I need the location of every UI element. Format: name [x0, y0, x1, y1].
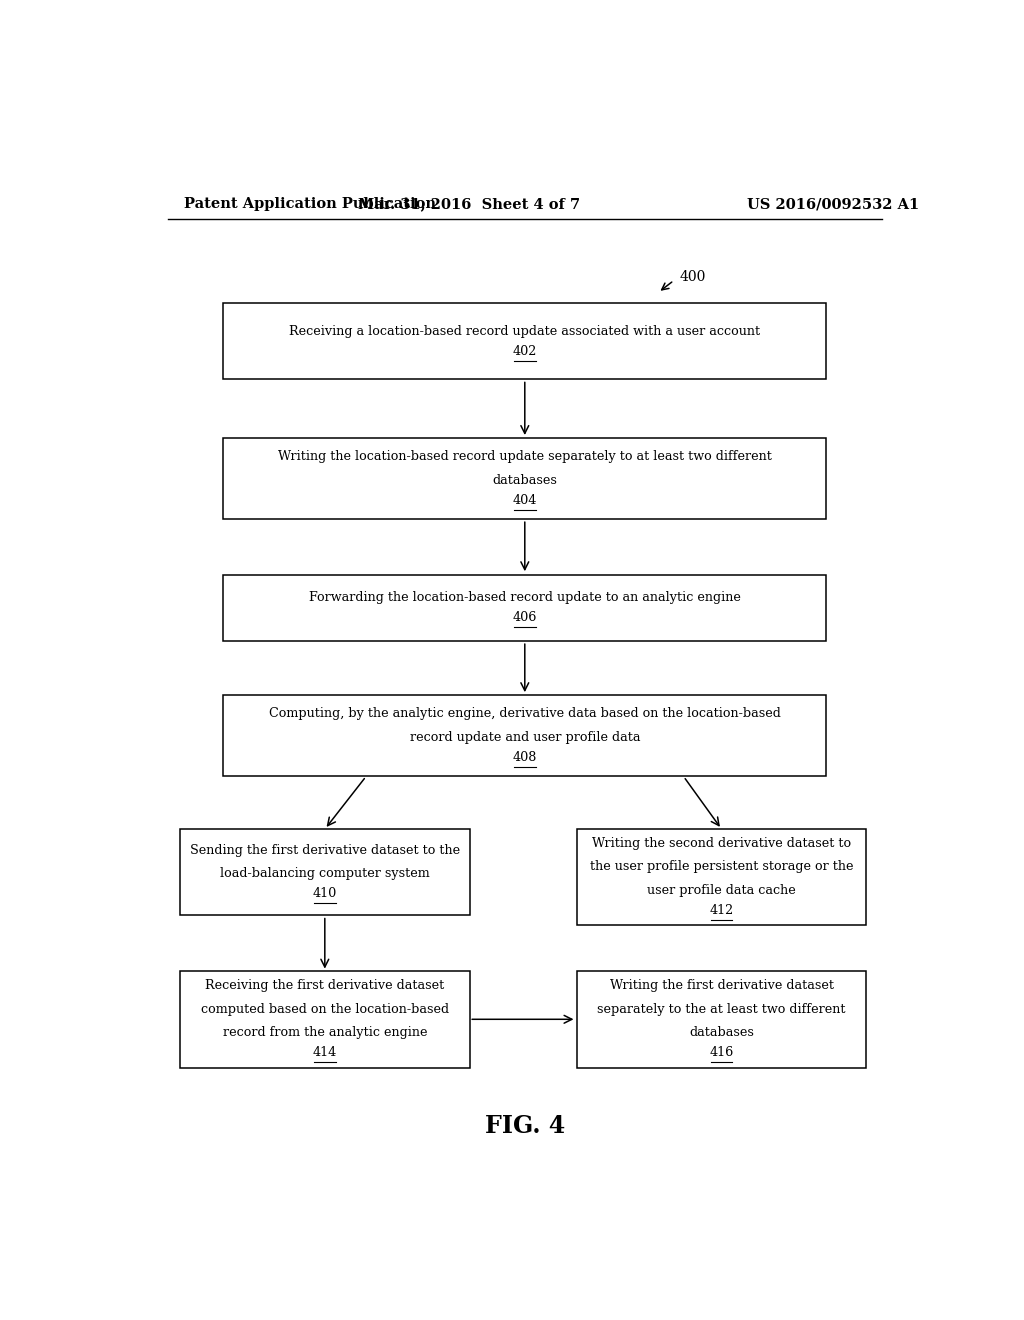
Text: 406: 406: [513, 611, 537, 624]
Text: Receiving a location-based record update associated with a user account: Receiving a location-based record update…: [289, 325, 761, 338]
Text: Writing the location-based record update separately to at least two different: Writing the location-based record update…: [278, 450, 772, 463]
Text: computed based on the location-based: computed based on the location-based: [201, 1003, 449, 1015]
Text: Receiving the first derivative dataset: Receiving the first derivative dataset: [205, 979, 444, 993]
Text: 414: 414: [312, 1047, 337, 1060]
Text: user profile data cache: user profile data cache: [647, 883, 796, 896]
Text: load-balancing computer system: load-balancing computer system: [220, 867, 430, 880]
Text: record from the analytic engine: record from the analytic engine: [222, 1026, 427, 1039]
Text: Writing the second derivative dataset to: Writing the second derivative dataset to: [592, 837, 851, 850]
Text: 412: 412: [710, 904, 734, 917]
Text: databases: databases: [689, 1026, 754, 1039]
Text: Patent Application Publication: Patent Application Publication: [183, 197, 435, 211]
Bar: [223, 304, 826, 379]
Text: separately to the at least two different: separately to the at least two different: [597, 1003, 846, 1015]
Text: record update and user profile data: record update and user profile data: [410, 731, 640, 743]
Text: Mar. 31, 2016  Sheet 4 of 7: Mar. 31, 2016 Sheet 4 of 7: [358, 197, 581, 211]
Text: Sending the first derivative dataset to the: Sending the first derivative dataset to …: [189, 843, 460, 857]
Bar: [180, 972, 470, 1068]
Bar: [223, 574, 826, 640]
Text: FIG. 4: FIG. 4: [484, 1114, 565, 1138]
Bar: [223, 438, 826, 519]
Bar: [180, 829, 470, 915]
Text: 404: 404: [513, 494, 537, 507]
Text: US 2016/0092532 A1: US 2016/0092532 A1: [748, 197, 920, 211]
Text: 416: 416: [710, 1047, 734, 1060]
Bar: [223, 696, 826, 776]
Bar: [577, 829, 866, 925]
Bar: [577, 972, 866, 1068]
Text: Forwarding the location-based record update to an analytic engine: Forwarding the location-based record upd…: [309, 591, 740, 605]
Text: the user profile persistent storage or the: the user profile persistent storage or t…: [590, 861, 853, 874]
Text: 402: 402: [513, 345, 537, 358]
Text: Writing the first derivative dataset: Writing the first derivative dataset: [609, 979, 834, 993]
Text: 408: 408: [513, 751, 537, 764]
Text: 410: 410: [312, 887, 337, 900]
Text: 400: 400: [680, 271, 706, 284]
Text: databases: databases: [493, 474, 557, 487]
Text: Computing, by the analytic engine, derivative data based on the location-based: Computing, by the analytic engine, deriv…: [269, 708, 780, 721]
